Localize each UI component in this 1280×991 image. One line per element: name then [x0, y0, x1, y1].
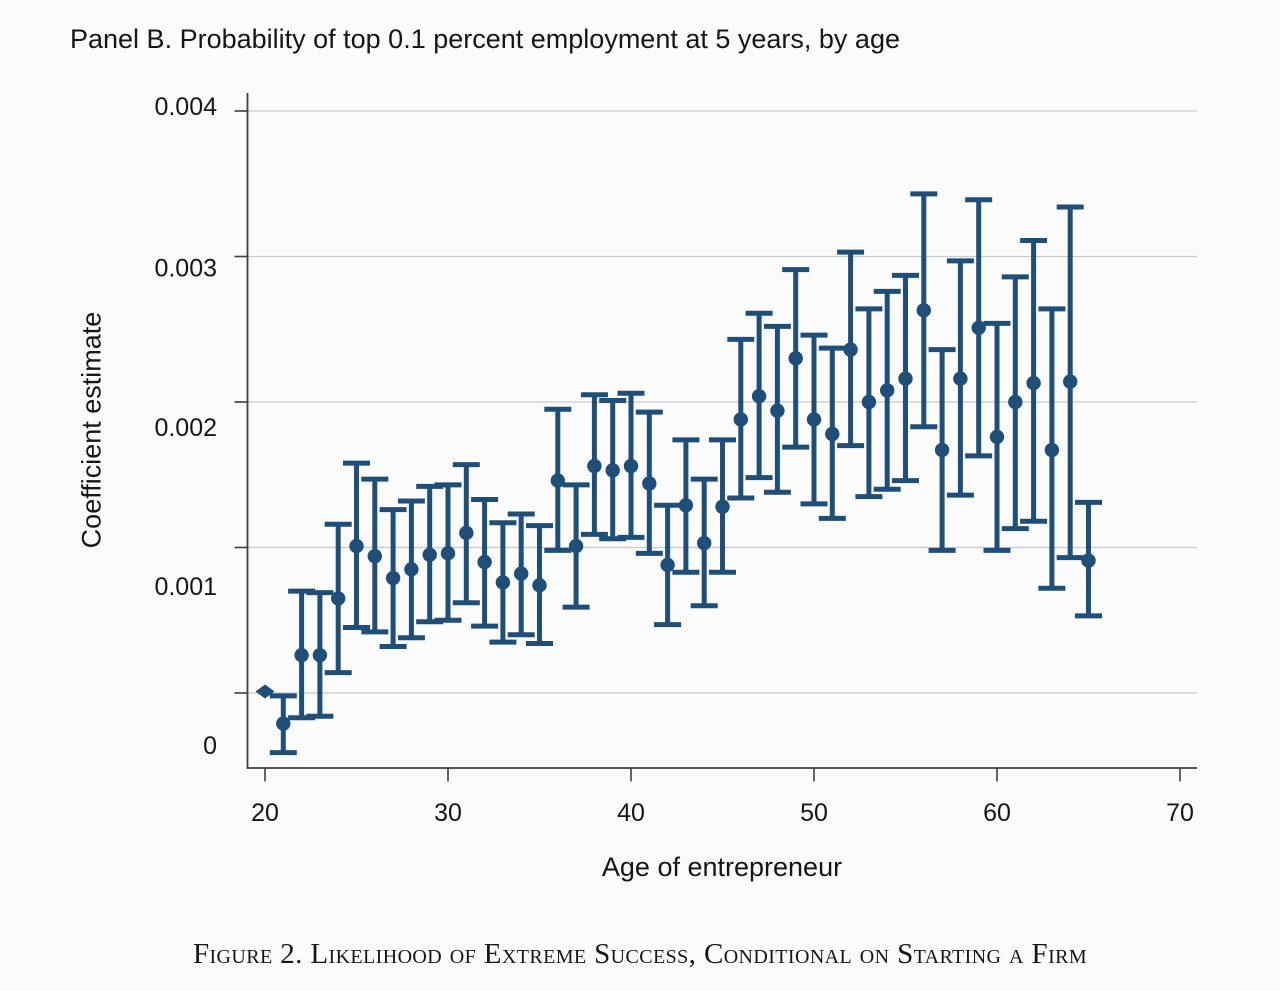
point-marker [404, 562, 419, 577]
point-marker [1044, 442, 1060, 458]
point-marker [989, 429, 1005, 445]
point-marker [861, 394, 877, 410]
point-marker [550, 473, 565, 488]
x-tick-label: 40 [617, 799, 645, 827]
point-marker [733, 412, 748, 427]
point-marker [697, 535, 712, 551]
point-marker [605, 463, 620, 478]
figure-caption: Figure 2. Likelihood of Extreme Success,… [192, 938, 1088, 970]
point-marker [568, 538, 584, 554]
x-axis-title: Age of entrepreneur [601, 852, 843, 882]
point-marker [514, 566, 529, 581]
point-marker [751, 388, 767, 404]
point-marker [532, 578, 547, 593]
point-marker [623, 458, 639, 474]
point-marker [898, 371, 913, 386]
y-tick-label: 0.001 [154, 573, 217, 601]
y-tick-label: 0.003 [154, 255, 217, 283]
point-marker [843, 342, 858, 357]
point-marker [660, 557, 675, 573]
x-tick-label: 60 [983, 799, 1011, 827]
point-marker [276, 716, 291, 731]
y-tick-label: 0 [203, 732, 217, 760]
point-marker [880, 383, 895, 398]
x-tick-label: 20 [251, 799, 279, 827]
point-marker [459, 525, 474, 541]
point-marker [1008, 394, 1023, 410]
point-marker [1081, 553, 1096, 568]
point-marker [971, 320, 986, 335]
point-marker [916, 303, 931, 318]
point-marker [367, 549, 382, 564]
point-marker [349, 538, 364, 554]
x-tick-label: 70 [1166, 799, 1194, 827]
x-tick-label: 50 [800, 799, 828, 827]
point-marker [331, 591, 346, 606]
panel-title: Panel B. Probability of top 0.1 percent … [70, 24, 900, 54]
point-marker [477, 554, 492, 570]
point-marker [587, 458, 602, 474]
point-marker [678, 498, 694, 513]
point-marker [934, 442, 950, 458]
point-marker [715, 499, 730, 514]
point-marker [385, 570, 401, 586]
point-marker [312, 647, 328, 663]
point-marker [440, 546, 456, 561]
point-marker [825, 426, 840, 442]
point-marker [422, 547, 437, 562]
point-marker [953, 371, 968, 386]
x-tick-label: 30 [434, 799, 462, 827]
point-marker [1026, 375, 1041, 391]
point-marker [770, 403, 785, 418]
y-tick-label: 0.002 [154, 414, 217, 442]
point-marker [642, 476, 657, 491]
point-marker [294, 647, 309, 663]
y-tick-label: 0.004 [154, 93, 217, 121]
point-marker [788, 351, 803, 366]
point-marker [806, 412, 822, 427]
point-marker [495, 575, 511, 590]
point-marker-diamond [255, 684, 275, 699]
point-marker [1063, 374, 1078, 389]
